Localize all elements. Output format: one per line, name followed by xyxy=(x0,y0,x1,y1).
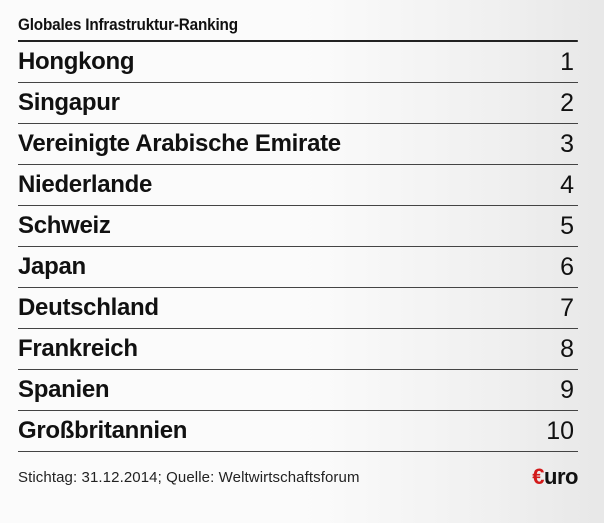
rank-number: 1 xyxy=(560,47,574,76)
table-row: Schweiz 5 xyxy=(18,206,578,247)
country-name: Japan xyxy=(18,253,86,280)
ranking-list: Hongkong 1 Singapur 2 Vereinigte Arabisc… xyxy=(18,42,578,452)
table-row: Großbritannien 10 xyxy=(18,411,578,452)
country-name: Schweiz xyxy=(18,212,111,239)
rank-number: 9 xyxy=(560,375,574,404)
rank-number: 7 xyxy=(560,293,574,322)
rank-number: 8 xyxy=(560,334,574,363)
table-row: Vereinigte Arabische Emirate 3 xyxy=(18,124,578,165)
euro-logo: € uro xyxy=(532,464,578,490)
country-name: Vereinigte Arabische Emirate xyxy=(18,130,341,157)
rank-number: 6 xyxy=(560,252,574,281)
country-name: Singapur xyxy=(18,89,120,116)
table-row: Hongkong 1 xyxy=(18,42,578,83)
country-name: Hongkong xyxy=(18,48,135,75)
logo-text: uro xyxy=(544,464,578,489)
table-row: Japan 6 xyxy=(18,247,578,288)
table-row: Singapur 2 xyxy=(18,83,578,124)
country-name: Großbritannien xyxy=(18,417,188,444)
rank-number: 4 xyxy=(560,170,574,199)
table-row: Deutschland 7 xyxy=(18,288,578,329)
table-row: Niederlande 4 xyxy=(18,165,578,206)
rank-number: 2 xyxy=(560,88,574,117)
country-name: Frankreich xyxy=(18,335,138,362)
euro-sign-icon: € xyxy=(532,464,545,489)
source-note: Stichtag: 31.12.2014; Quelle: Weltwirtsc… xyxy=(18,468,360,486)
table-row: Spanien 9 xyxy=(18,370,578,411)
table-row: Frankreich 8 xyxy=(18,329,578,370)
country-name: Deutschland xyxy=(18,294,159,321)
rank-number: 10 xyxy=(546,416,574,445)
country-name: Niederlande xyxy=(18,171,153,198)
background xyxy=(304,0,604,523)
rank-number: 3 xyxy=(560,129,574,158)
ranking-table: Globales Infrastruktur-Ranking Hongkong … xyxy=(18,10,578,490)
rank-number: 5 xyxy=(560,211,574,240)
table-title: Globales Infrastruktur-Ranking xyxy=(18,10,578,42)
country-name: Spanien xyxy=(18,376,110,403)
footer: Stichtag: 31.12.2014; Quelle: Weltwirtsc… xyxy=(18,464,578,490)
